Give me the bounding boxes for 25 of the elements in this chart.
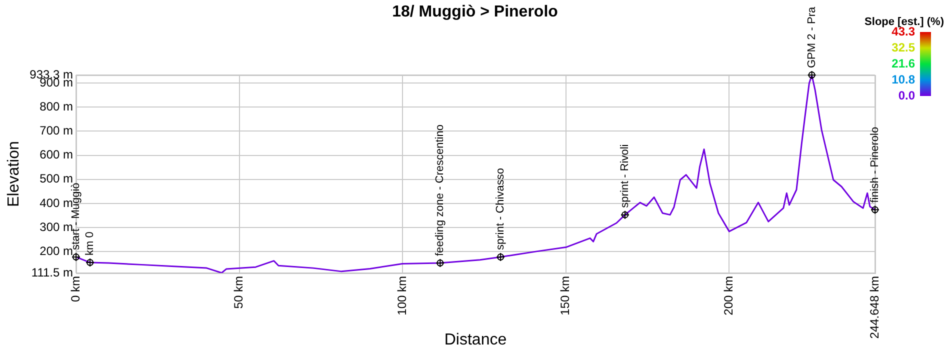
y-axis-title: Elevation: [5, 141, 22, 207]
annotation: sprint - Rivoli: [619, 144, 632, 208]
y-tick-label: 200 m: [40, 244, 73, 258]
x-axis-title: Distance: [444, 331, 507, 348]
annotation: GPM 2 - Pra: [806, 6, 818, 68]
y-tick-label: 800 m: [40, 99, 73, 114]
y-tick-label: 500 m: [40, 172, 73, 186]
chart-title: 18/ Muggiò > Pinerolo: [392, 3, 558, 20]
y-tick-label: 600 m: [40, 148, 73, 162]
x-tick-label: 100 km: [394, 276, 409, 316]
y-tick-label: 400 m: [40, 196, 73, 210]
x-tick-label: 244.648 km: [867, 276, 882, 339]
annotation: finish - Pinerolo: [869, 126, 882, 203]
x-tick-label: 150 km: [558, 276, 572, 316]
color-bar-label: 0.0: [898, 88, 916, 102]
color-bar-label: 21.6: [892, 56, 916, 70]
annotation: sprint - Chivasso: [494, 168, 507, 250]
annotation: feeding zone - Crescentino: [434, 124, 446, 256]
y-tick-label: 700 m: [40, 124, 73, 138]
x-tick-label: 50 km: [232, 276, 246, 309]
color-bar-label: 10.8: [892, 72, 916, 86]
color-bar-label: 32.5: [892, 40, 916, 54]
x-tick-label: 200 km: [721, 276, 736, 316]
annotation: km 0: [84, 232, 96, 256]
y-tick-label: 300 m: [40, 220, 73, 234]
